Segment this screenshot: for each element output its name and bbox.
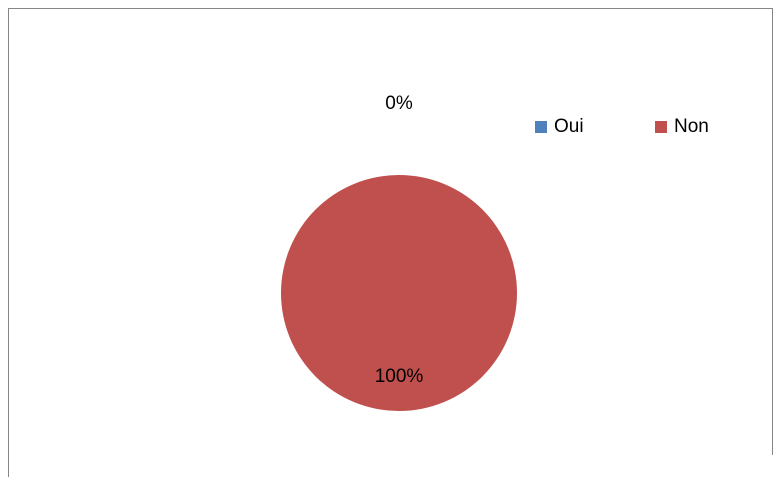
legend-label: Non [674, 116, 709, 137]
pie-slice [281, 175, 517, 411]
data-label: 100% [375, 366, 424, 387]
legend-swatch [535, 121, 547, 133]
chart-frame [8, 8, 773, 477]
legend-label: Oui [554, 116, 584, 137]
legend-swatch [655, 121, 667, 133]
data-label: 0% [385, 93, 413, 114]
